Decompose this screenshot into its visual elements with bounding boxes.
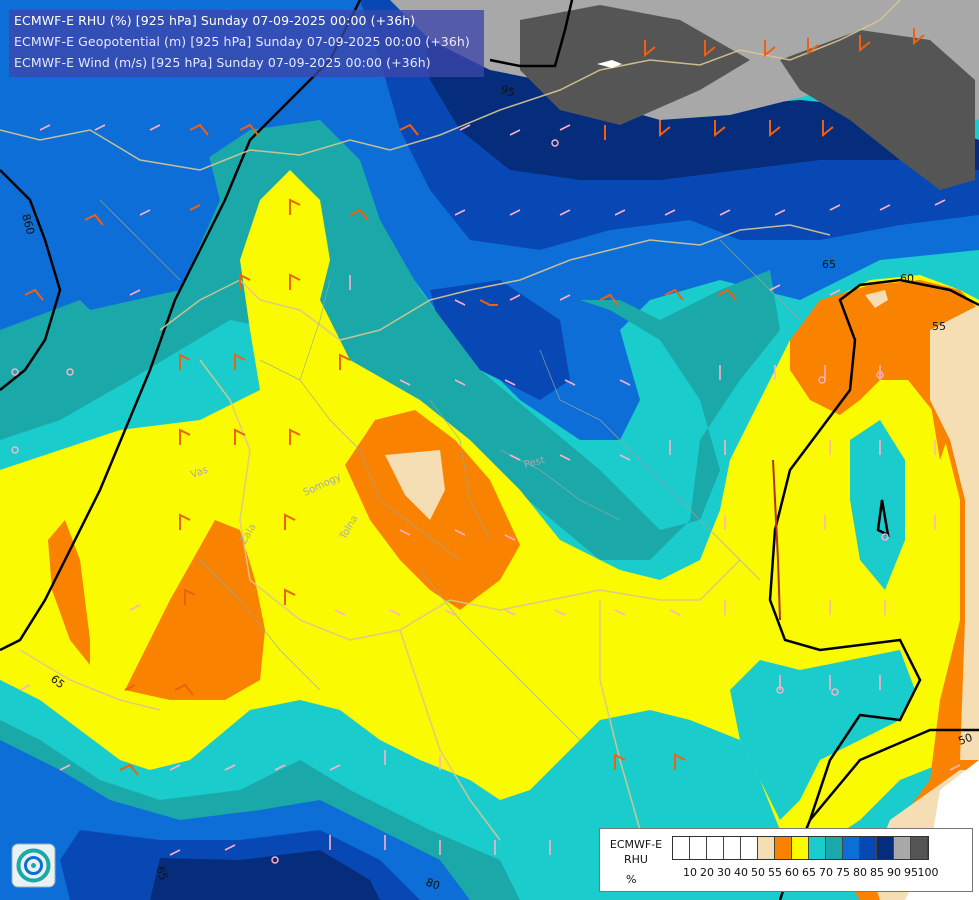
legend-swatch [758, 837, 775, 859]
legend-label: 55 [768, 866, 782, 879]
legend-title: ECMWF-E RHU [609, 838, 663, 866]
legend-swatch [809, 837, 826, 859]
country-borders [0, 0, 901, 841]
legend-label: 85 [870, 866, 884, 879]
legend-swatch [826, 837, 843, 859]
legend-swatch [707, 837, 724, 859]
legend-swatch [843, 837, 860, 859]
geopotential-line-north [489, 0, 574, 68]
rhu-field-55-ne-patch [865, 290, 888, 308]
contour-label-65-east: 65 [822, 258, 836, 271]
legend-label: 10 [683, 866, 697, 879]
legend-swatch [911, 837, 928, 859]
legend-swatch [724, 837, 741, 859]
rhu-field-70-southeast [730, 650, 915, 820]
legend-swatch [775, 837, 792, 859]
geopotential-line-east [768, 278, 979, 900]
legend-swatch [860, 837, 877, 859]
geopotential-line-east-2 [809, 728, 979, 821]
legend-swatch [673, 837, 690, 859]
rhu-field-60-west [48, 520, 90, 665]
contour-label-50-southeast: 50 [957, 731, 975, 748]
legend-label: 80 [853, 866, 867, 879]
wind-barbs-orange [24, 28, 925, 776]
legend-label: 20 [700, 866, 714, 879]
geopotential-line-closed [876, 499, 890, 538]
legend-swatch [894, 837, 911, 859]
legend-label: 70 [819, 866, 833, 879]
ecmwf-logo-icon [11, 843, 56, 888]
legend-swatch [741, 837, 758, 859]
contour-label-65-south: 65 [153, 865, 170, 883]
legend-label: 40 [734, 866, 748, 879]
rhu-field-55-central [385, 450, 445, 520]
wind-barbs-pink [19, 124, 961, 856]
geopotential-line-central [0, 0, 362, 652]
contour-label-95-north: 95 [499, 83, 517, 100]
legend-label: 95 [904, 866, 918, 879]
title-rhu: ECMWF-E RHU (%) [925 hPa] Sunday 07-09-2… [14, 13, 416, 28]
contour-label-60-east: 60 [900, 272, 914, 285]
rhu-field-60-east [790, 280, 979, 460]
legend-label: 50 [751, 866, 765, 879]
map-title-box: ECMWF-E RHU (%) [925 hPa] Sunday 07-09-2… [9, 10, 484, 77]
legend-label: 100 [917, 866, 939, 879]
rhu-field-70-east-island [850, 420, 905, 590]
legend-unit: % [626, 873, 637, 886]
rhu-field-90-southwest [150, 850, 380, 900]
title-wind: ECMWF-E Wind (m/s) [925 hPa] Sunday 07-0… [14, 55, 431, 70]
legend-swatch [877, 837, 894, 859]
place-label-pest: Pest [523, 455, 546, 471]
legend-label: 30 [717, 866, 731, 879]
red-line-east [772, 459, 781, 621]
rhu-field-60-east-strip [840, 370, 979, 900]
legend-swatch [792, 837, 809, 859]
legend-label: 90 [887, 866, 901, 879]
rhu-field-100-west [520, 5, 750, 125]
legend-label: 75 [836, 866, 850, 879]
title-geopotential: ECMWF-E Geopotential (m) [925 hPa] Sunda… [14, 34, 470, 49]
contour-label-860: 860 [19, 212, 37, 236]
legend-swatch [690, 837, 707, 859]
rhu-field-60-southwest [125, 520, 265, 700]
rhu-field-80-west [40, 110, 220, 310]
contour-label-80-south: 80 [424, 876, 442, 893]
geopotential-line-west [0, 169, 62, 391]
rhu-field-55-east [930, 305, 979, 760]
legend-label: 60 [785, 866, 799, 879]
rhu-legend: ECMWF-E RHU % 10 20 30 40 50 55 60 65 70 75 80 85 90… [599, 828, 973, 892]
marker-arrow-north [597, 60, 622, 68]
legend-label: 65 [802, 866, 816, 879]
contour-label-55-east: 55 [932, 320, 946, 333]
rhu-field-85-east [430, 280, 570, 400]
rhu-field-100-east [780, 30, 975, 190]
legend-swatches [672, 836, 929, 860]
calm-wind-markers [11, 139, 889, 864]
